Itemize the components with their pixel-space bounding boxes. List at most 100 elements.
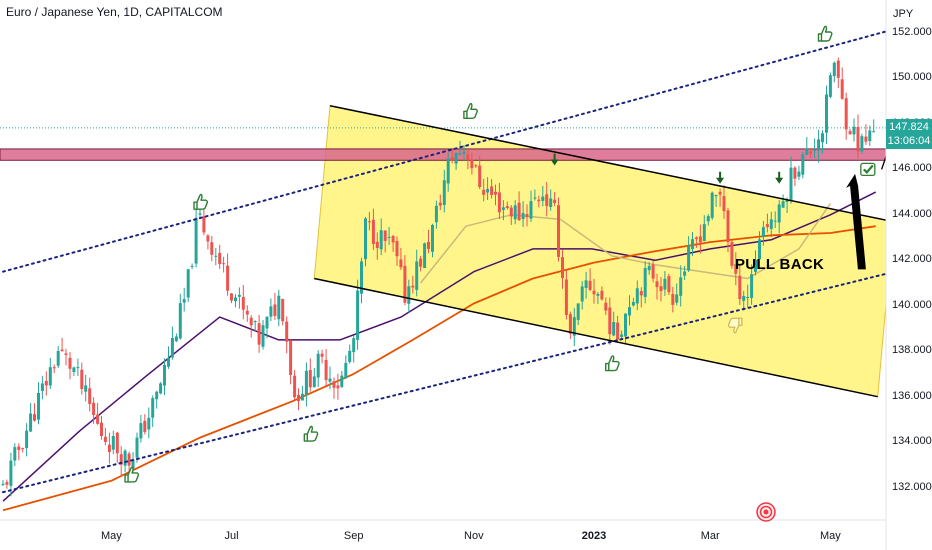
candle-body: [624, 313, 627, 337]
candle-body: [293, 375, 297, 398]
candle-body: [163, 365, 166, 386]
candle-body: [249, 317, 253, 326]
candle-body: [809, 151, 813, 154]
chart-title: Euro / Japanese Yen, 1D, CAPITALCOM: [6, 5, 223, 19]
candle-body: [651, 264, 655, 279]
candle-body: [1, 483, 5, 485]
candle-body: [352, 338, 356, 353]
candle-body: [419, 258, 423, 267]
candle-body: [96, 414, 100, 424]
candle-body: [821, 133, 824, 143]
y-tick-label: 152.000: [892, 26, 932, 38]
candle-body: [222, 263, 226, 265]
candle-body: [33, 414, 36, 421]
candle-body: [754, 259, 757, 272]
down-arrow-icon: [716, 171, 725, 184]
candle-body: [131, 459, 135, 469]
candle-body: [706, 216, 710, 222]
candle-body: [533, 197, 537, 199]
thumbs-up-icon: [303, 425, 319, 442]
x-tick-label: Nov: [464, 530, 484, 542]
candle-body: [300, 393, 304, 401]
down-arrow-head: [716, 177, 725, 184]
candle-body: [182, 299, 186, 303]
candle-body: [103, 436, 107, 442]
candle-body: [635, 288, 639, 304]
candle-body: [561, 257, 564, 278]
candle-body: [13, 447, 17, 461]
candle-body: [742, 296, 746, 301]
bar-countdown: 13:06:04: [887, 135, 931, 147]
candle-body: [675, 294, 679, 303]
candle-body: [202, 216, 206, 233]
candle-body: [710, 192, 714, 218]
candle-body: [21, 448, 25, 450]
candle-body: [584, 280, 588, 288]
candle-body: [852, 126, 856, 135]
candle-body: [813, 150, 817, 151]
candle-body: [612, 322, 616, 336]
y-tick-label: 138.000: [892, 344, 932, 357]
candle-body: [190, 265, 194, 267]
candle-body: [29, 413, 33, 432]
candle-body: [474, 165, 478, 167]
live-icon[interactable]: [756, 502, 776, 522]
candle-body: [9, 460, 13, 486]
candle-body: [214, 255, 218, 257]
candle-body: [683, 271, 687, 276]
candle-body: [111, 436, 115, 450]
candle-body: [147, 417, 151, 430]
down-arrow-head: [550, 159, 559, 166]
candle-body: [730, 242, 734, 266]
candle-body: [123, 450, 127, 466]
candle-body: [761, 227, 765, 237]
y-tick-label: 136.000: [892, 389, 932, 402]
candle-body: [253, 321, 257, 323]
candle-body: [513, 205, 517, 220]
candle-body: [864, 136, 868, 142]
candle-body: [817, 139, 821, 151]
candle-body: [48, 367, 52, 386]
thumbs-up-icon: [463, 102, 478, 119]
y-tick-label: 146.000: [892, 162, 932, 175]
thumbs-up-icon: [124, 466, 140, 483]
candle-body: [604, 302, 608, 311]
candle-body: [119, 454, 123, 465]
candle-body: [115, 432, 119, 454]
x-tick-label: May: [820, 530, 841, 542]
candle-body: [580, 286, 584, 302]
candle-body: [364, 218, 367, 260]
candle-body: [84, 385, 88, 392]
candle-body: [127, 453, 131, 466]
candle-body: [257, 323, 261, 345]
candle-body: [529, 201, 533, 219]
thumbs-up-icon: [605, 355, 620, 372]
thumbs-up-icon: [605, 355, 620, 372]
candle-body: [785, 199, 789, 202]
candle-body: [434, 205, 438, 223]
candle-body: [344, 362, 348, 379]
candle-body: [387, 236, 391, 238]
candle-body: [836, 60, 840, 78]
candle-body: [840, 79, 844, 99]
x-tick-label: Mar: [700, 530, 720, 542]
candle-body: [44, 380, 48, 386]
candle-body: [194, 217, 198, 264]
candle-body: [17, 446, 21, 450]
candle-body: [746, 297, 750, 298]
candle-body: [805, 148, 809, 155]
candle-body: [659, 286, 663, 292]
candle-body: [553, 199, 557, 204]
thumbs-up-icon: [193, 193, 209, 210]
candle-body: [698, 236, 702, 243]
candle-body: [56, 351, 60, 366]
candle-body: [178, 303, 182, 339]
candle-body: [769, 219, 773, 229]
candle-body: [691, 239, 694, 249]
candle-body: [336, 385, 340, 389]
candle-body: [206, 235, 210, 242]
candle-body: [348, 350, 352, 362]
checkmark-box: [860, 162, 876, 177]
